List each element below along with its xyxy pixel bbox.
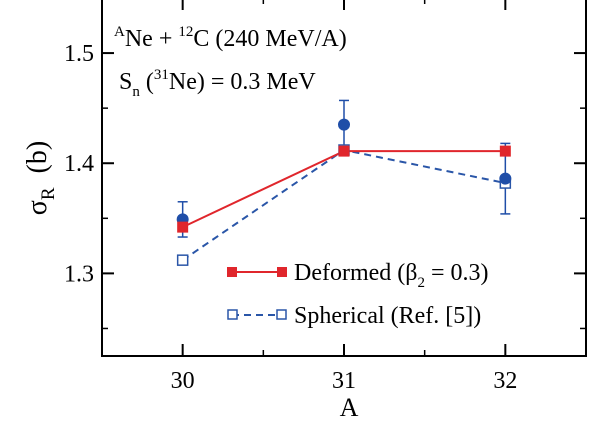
separation-s: S bbox=[119, 69, 132, 95]
legend-deformed-marker-right bbox=[277, 267, 287, 277]
x-axis-label: A bbox=[340, 393, 359, 422]
legend-deformed-label-main: Deformed (β bbox=[294, 260, 418, 286]
legend-deformed-label-subscript: 2 bbox=[418, 275, 426, 291]
deformed-point-31 bbox=[338, 145, 350, 157]
legend: Deformed (β2 = 0.3) Spherical (Ref. [5]) bbox=[227, 260, 489, 329]
separation-n-subscript: n bbox=[132, 84, 140, 100]
experiment-point-32 bbox=[499, 172, 512, 185]
y-axis-label-subscript: R bbox=[38, 187, 59, 200]
y-tick-label-1.5: 1.5 bbox=[64, 41, 94, 67]
legend-spherical-marker-left bbox=[227, 309, 238, 320]
legend-deformed-label: Deformed (β2 = 0.3) bbox=[294, 260, 489, 291]
deformed-line bbox=[182, 150, 506, 229]
x-tick-label-31: 31 bbox=[332, 368, 356, 394]
reaction-annotation: ANe + 12C (240 MeV/A) bbox=[114, 24, 347, 52]
spherical-point-30 bbox=[176, 254, 189, 266]
series-markers bbox=[176, 118, 512, 266]
y-axis-label-unit: (b) bbox=[22, 141, 53, 174]
x-tick-label-30: 30 bbox=[171, 368, 195, 394]
axis-ticks bbox=[102, 0, 586, 356]
separation-open: ( bbox=[140, 69, 154, 95]
x-tick-label-32: 32 bbox=[493, 368, 517, 394]
deformed-point-30 bbox=[177, 221, 189, 233]
reaction-ne: Ne + bbox=[125, 26, 179, 52]
legend-deformed-label-rest: = 0.3) bbox=[425, 260, 489, 286]
reaction-carbon-superscript: 12 bbox=[178, 24, 193, 40]
experiment-point-31 bbox=[338, 118, 350, 131]
legend-deformed-marker-left bbox=[227, 267, 237, 277]
legend-spherical-marker-right bbox=[276, 309, 287, 320]
deformed-point-32 bbox=[499, 145, 511, 157]
y-tick-label-1.3: 1.3 bbox=[64, 261, 94, 287]
y-axis-label: σR (b) bbox=[22, 141, 59, 215]
reaction-mass-superscript: A bbox=[114, 24, 125, 40]
axis-tick-labels: 30 31 32 1.3 1.4 1.5 bbox=[64, 41, 517, 394]
reaction-carbon: C (240 MeV/A) bbox=[193, 26, 346, 52]
y-axis-label-symbol: σ bbox=[22, 200, 53, 215]
y-tick-label-1.4: 1.4 bbox=[64, 151, 94, 177]
separation-rest: Ne) = 0.3 MeV bbox=[169, 69, 317, 95]
series-lines bbox=[182, 148, 506, 261]
separation-mass-superscript: 31 bbox=[154, 67, 169, 83]
legend-spherical-label: Spherical (Ref. [5]) bbox=[294, 303, 481, 329]
separation-annotation: Sn (31Ne) = 0.3 MeV bbox=[119, 67, 316, 100]
